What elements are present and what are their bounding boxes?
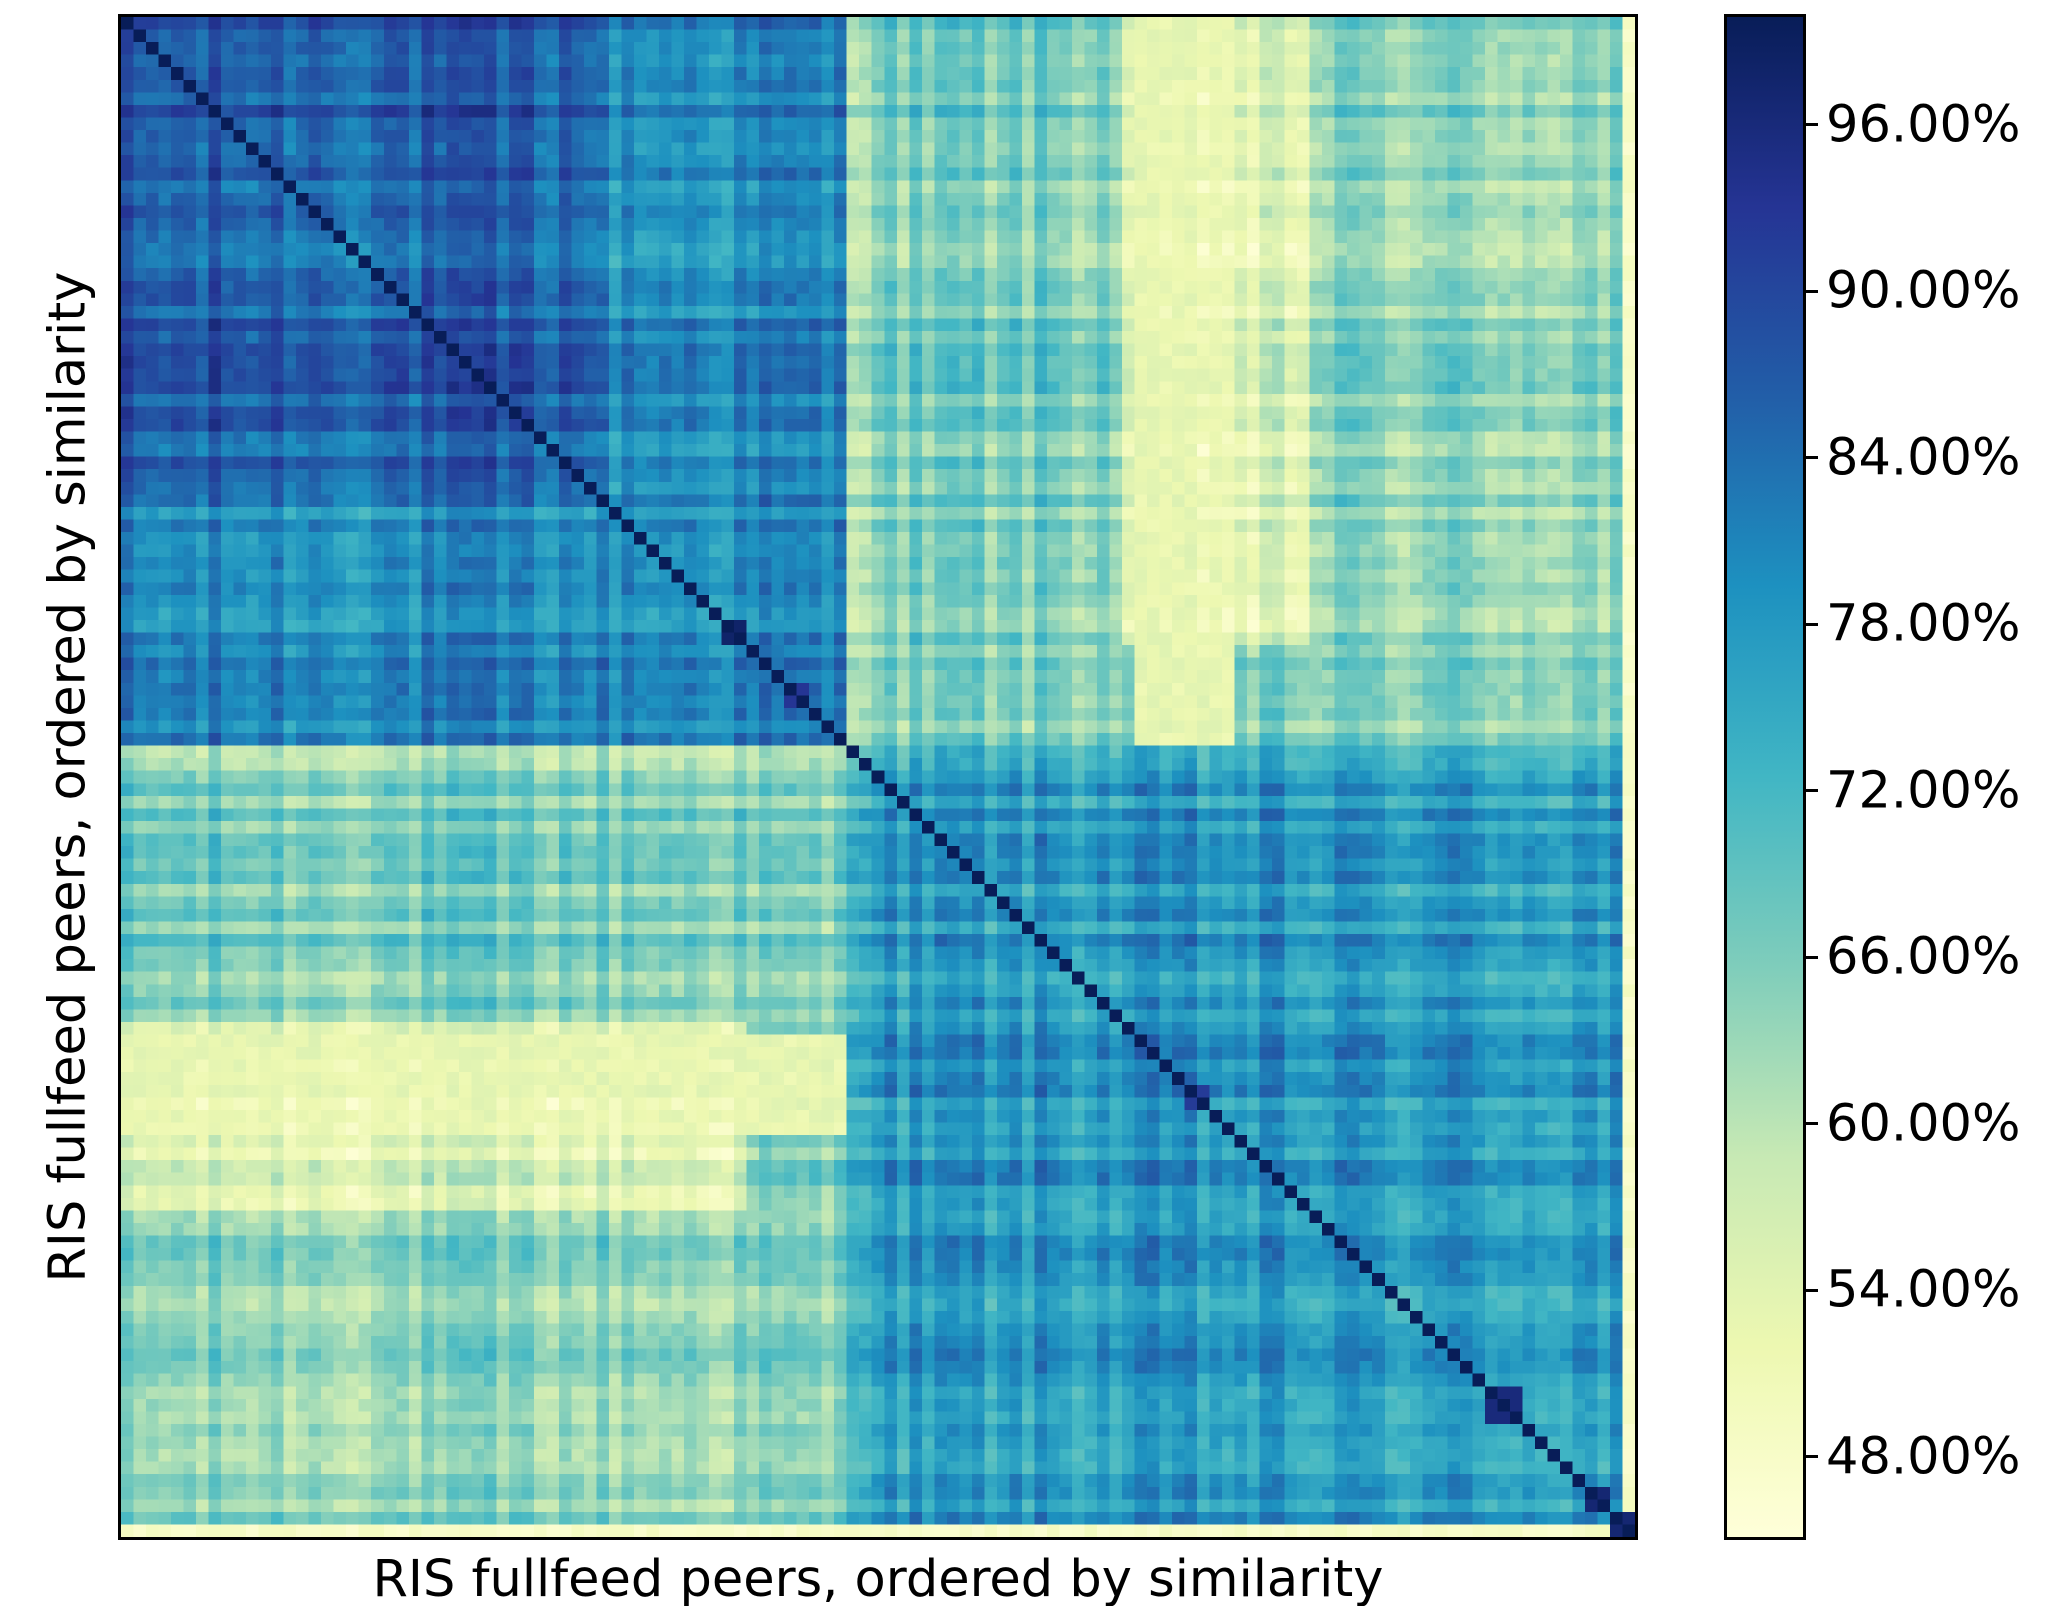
colorbar-tick	[1806, 289, 1818, 293]
colorbar-tick-label: 54.00%	[1826, 1260, 2021, 1320]
colorbar-tick-label: 78.00%	[1826, 594, 2021, 654]
heatmap-cells	[121, 17, 1635, 1537]
colorbar-tick	[1806, 456, 1818, 460]
similarity-heatmap	[118, 14, 1638, 1540]
colorbar-tick-label: 84.00%	[1826, 428, 2021, 488]
colorbar-tick	[1806, 1288, 1818, 1292]
colorbar-tick	[1806, 123, 1818, 127]
colorbar-tick	[1806, 1455, 1818, 1459]
colorbar-tick-label: 66.00%	[1826, 927, 2021, 987]
colorbar-tick-label: 60.00%	[1826, 1094, 2021, 1154]
colorbar-tick	[1806, 1122, 1818, 1126]
colorbar-tick-label: 96.00%	[1826, 95, 2021, 155]
colorbar-tick-label: 90.00%	[1826, 261, 2021, 321]
colorbar-tick	[1806, 789, 1818, 793]
colorbar-gradient	[1727, 17, 1803, 1537]
colorbar-tick-label: 72.00%	[1826, 761, 2021, 821]
colorbar	[1724, 14, 1806, 1540]
colorbar-tick	[1806, 622, 1818, 626]
colorbar-tick	[1806, 955, 1818, 959]
colorbar-tick-label: 48.00%	[1826, 1427, 2021, 1487]
y-axis-label: RIS fullfeed peers, ordered by similarit…	[38, 271, 98, 1283]
x-axis-label: RIS fullfeed peers, ordered by similarit…	[372, 1550, 1384, 1606]
